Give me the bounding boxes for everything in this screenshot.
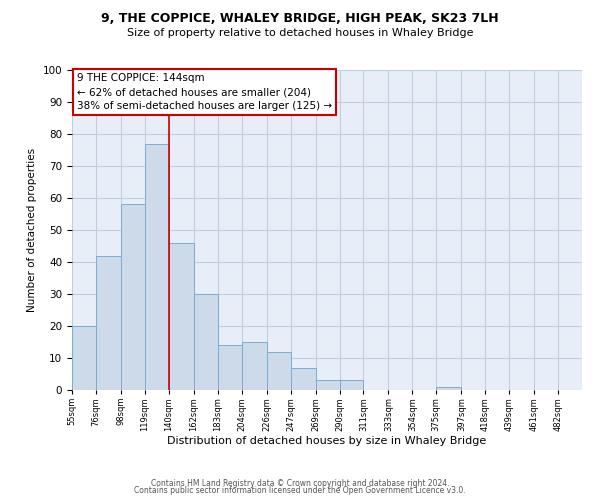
Bar — [72, 326, 96, 390]
Bar — [218, 345, 242, 390]
Text: 9 THE COPPICE: 144sqm
← 62% of detached houses are smaller (204)
38% of semi-det: 9 THE COPPICE: 144sqm ← 62% of detached … — [77, 73, 332, 111]
Bar — [316, 380, 340, 390]
Text: Size of property relative to detached houses in Whaley Bridge: Size of property relative to detached ho… — [127, 28, 473, 38]
Bar — [194, 294, 218, 390]
Bar — [290, 368, 316, 390]
Bar — [266, 352, 290, 390]
Bar — [169, 243, 194, 390]
Y-axis label: Number of detached properties: Number of detached properties — [27, 148, 37, 312]
X-axis label: Distribution of detached houses by size in Whaley Bridge: Distribution of detached houses by size … — [167, 436, 487, 446]
Text: 9, THE COPPICE, WHALEY BRIDGE, HIGH PEAK, SK23 7LH: 9, THE COPPICE, WHALEY BRIDGE, HIGH PEAK… — [101, 12, 499, 26]
Text: Contains public sector information licensed under the Open Government Licence v3: Contains public sector information licen… — [134, 486, 466, 495]
Bar — [121, 204, 145, 390]
Bar — [436, 387, 461, 390]
Text: Contains HM Land Registry data © Crown copyright and database right 2024.: Contains HM Land Registry data © Crown c… — [151, 478, 449, 488]
Bar — [145, 144, 169, 390]
Bar — [340, 380, 364, 390]
Bar — [96, 256, 121, 390]
Bar — [242, 342, 266, 390]
